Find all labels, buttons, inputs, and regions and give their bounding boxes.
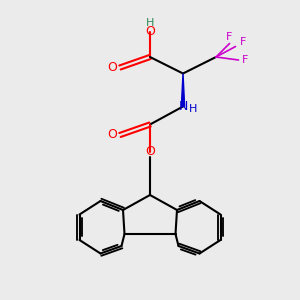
- Text: O: O: [145, 145, 155, 158]
- Text: H: H: [146, 18, 154, 28]
- Text: O: O: [107, 128, 117, 142]
- Text: H: H: [188, 104, 197, 114]
- Text: O: O: [107, 61, 117, 74]
- Text: F: F: [226, 32, 233, 42]
- Text: O: O: [145, 25, 155, 38]
- Text: F: F: [242, 55, 248, 65]
- Text: F: F: [240, 37, 246, 47]
- Text: N: N: [178, 100, 188, 113]
- Polygon shape: [181, 74, 184, 106]
